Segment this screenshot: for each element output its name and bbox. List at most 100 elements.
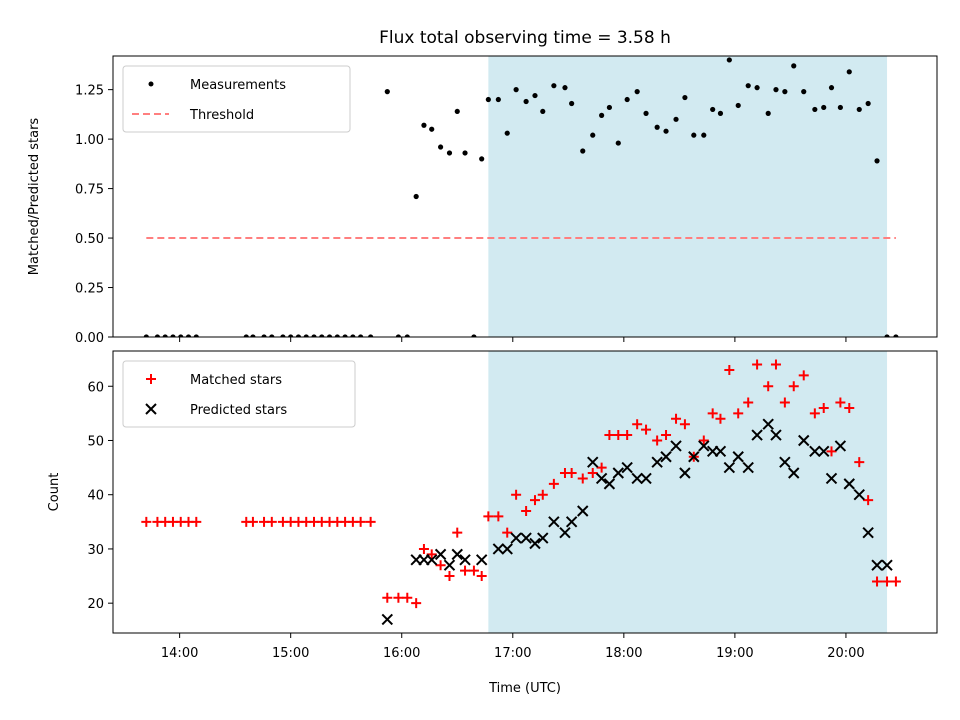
- data-point: [717, 110, 724, 116]
- legend-box: [122, 65, 351, 133]
- data-point: [670, 440, 682, 452]
- data-point: [634, 89, 640, 95]
- observing-span-0: [488, 56, 888, 337]
- data-point: [825, 472, 838, 485]
- data-point: [763, 381, 774, 392]
- data-point: [540, 108, 546, 115]
- y-tick-label: 1.25: [75, 84, 104, 99]
- data-point: [595, 472, 608, 485]
- x-axis-label: Time (UTC): [488, 681, 561, 696]
- data-point: [724, 364, 735, 375]
- data-point: [384, 89, 390, 95]
- series-predicted-stars: [381, 418, 893, 626]
- data-point: [511, 489, 522, 500]
- legend-1: Matched stars Predicted stars: [122, 360, 356, 428]
- legend-marker: [148, 81, 154, 87]
- series-matched-stars: [141, 359, 901, 609]
- data-point: [475, 554, 488, 566]
- data-point: [765, 110, 771, 116]
- data-point: [460, 565, 471, 576]
- data-point: [443, 559, 456, 571]
- data-point: [732, 451, 744, 463]
- data-point: [837, 104, 843, 111]
- data-point: [809, 408, 820, 419]
- data-point: [529, 537, 541, 550]
- data-point: [624, 96, 630, 103]
- data-point: [454, 108, 460, 115]
- data-point: [395, 334, 402, 337]
- data-point: [247, 516, 258, 527]
- data-point: [368, 334, 374, 337]
- data-point: [762, 418, 774, 430]
- data-point: [452, 527, 463, 538]
- data-point: [688, 451, 700, 463]
- data-point: [596, 462, 607, 473]
- data-point: [679, 419, 690, 430]
- data-point: [726, 57, 732, 63]
- axes-frame-1: [112, 350, 938, 634]
- data-point: [476, 571, 487, 582]
- observing-span-1: [488, 351, 888, 633]
- data-point: [548, 478, 559, 489]
- data-point: [812, 106, 818, 113]
- data-point: [862, 526, 874, 539]
- plot-area-0: [143, 57, 899, 337]
- data-point: [828, 85, 835, 91]
- data-point: [495, 96, 501, 103]
- data-point: [621, 461, 633, 474]
- data-point: [250, 334, 256, 337]
- x-tick-label: 18:00: [605, 646, 642, 661]
- data-point: [751, 429, 763, 441]
- data-point: [141, 516, 152, 527]
- data-point: [537, 489, 548, 500]
- data-point: [606, 104, 612, 111]
- data-point: [779, 456, 791, 468]
- data-point: [615, 140, 621, 146]
- data-point: [835, 397, 846, 408]
- data-point: [770, 429, 782, 441]
- data-point: [280, 334, 286, 337]
- data-point: [707, 408, 718, 419]
- data-point: [303, 334, 309, 337]
- y-axis-label: Count: [47, 473, 62, 512]
- data-point: [660, 451, 672, 463]
- data-point: [471, 334, 477, 337]
- x-tick-label: 14:00: [161, 646, 198, 661]
- data-point: [580, 148, 586, 154]
- data-point: [381, 613, 394, 626]
- data-point: [393, 592, 404, 603]
- data-point: [288, 334, 294, 337]
- data-point: [243, 334, 249, 337]
- y-tick-label: 0.50: [75, 232, 104, 247]
- data-point: [733, 408, 744, 419]
- data-point: [185, 334, 192, 337]
- data-point: [365, 516, 376, 527]
- data-point: [754, 85, 760, 91]
- data-point: [710, 106, 716, 113]
- data-point: [504, 130, 510, 136]
- data-point: [745, 83, 751, 89]
- data-point: [890, 576, 901, 587]
- data-point: [818, 445, 830, 458]
- data-point: [742, 461, 754, 474]
- data-point: [782, 89, 788, 95]
- data-point: [853, 489, 865, 501]
- data-point: [590, 132, 596, 138]
- data-point: [483, 511, 494, 522]
- data-point: [493, 511, 504, 522]
- data-point: [468, 565, 479, 576]
- data-point: [559, 526, 571, 539]
- data-point: [671, 413, 682, 424]
- data-point: [334, 334, 340, 337]
- data-point: [462, 150, 468, 156]
- data-point: [311, 334, 317, 337]
- data-point: [856, 106, 862, 113]
- data-point: [501, 543, 513, 555]
- x-tick-label: 19:00: [716, 646, 753, 661]
- data-point: [411, 598, 422, 609]
- y-tick-label: 1.00: [75, 133, 104, 148]
- data-point: [843, 478, 855, 490]
- data-point: [691, 132, 697, 138]
- data-point: [154, 334, 161, 337]
- data-point: [587, 456, 599, 468]
